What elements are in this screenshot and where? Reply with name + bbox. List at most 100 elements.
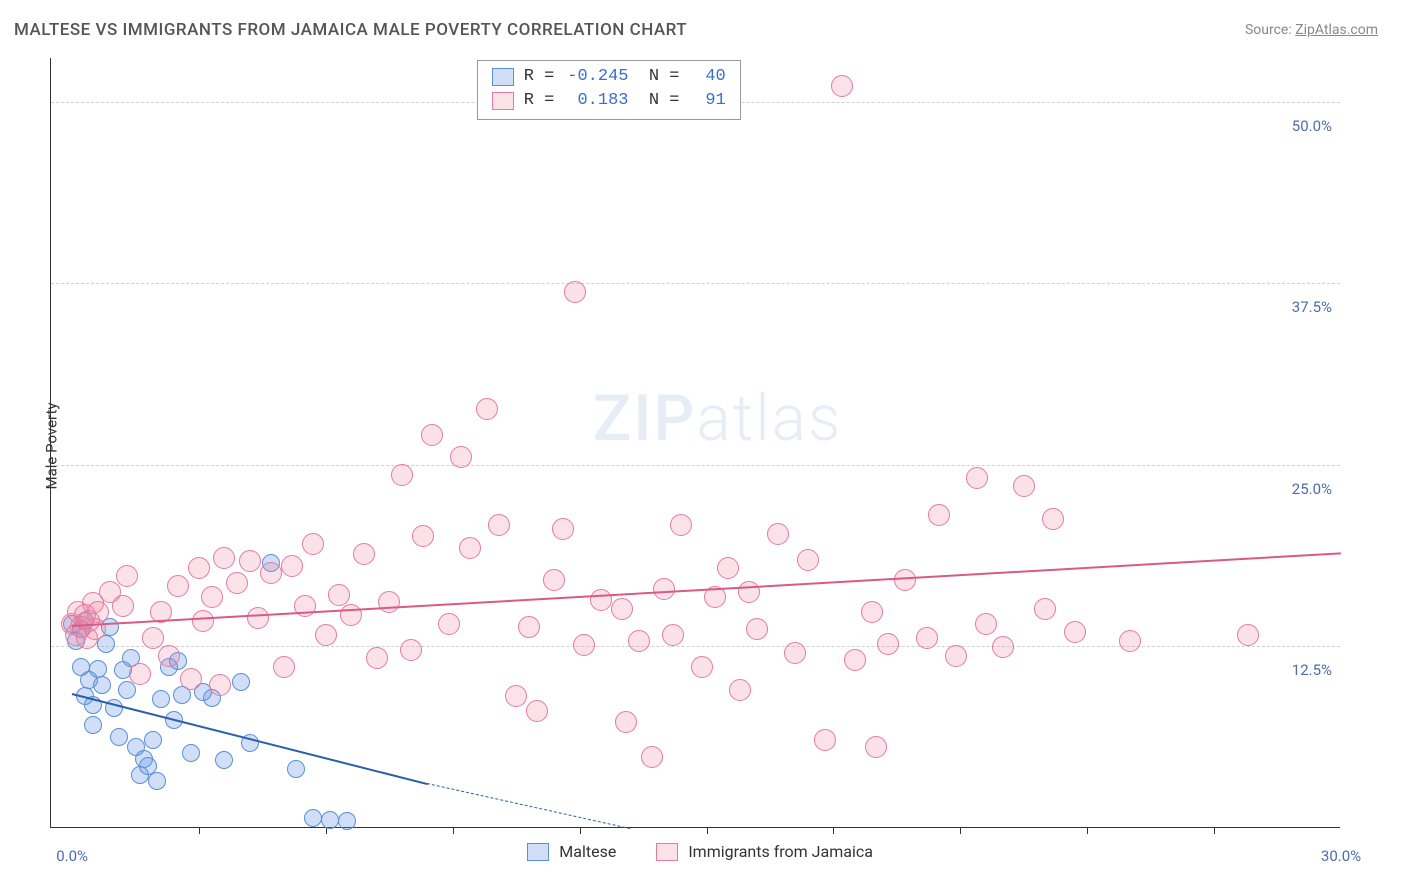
data-point [814, 729, 836, 751]
data-point [526, 700, 548, 722]
data-point [1237, 624, 1259, 646]
x-tick-label-min: 0.0% [56, 847, 88, 865]
x-tick [199, 827, 200, 834]
x-tick [1087, 827, 1088, 834]
data-point [1034, 598, 1056, 620]
data-point [112, 595, 134, 617]
data-point [615, 711, 637, 733]
data-point [84, 716, 102, 734]
legend-swatch [527, 843, 549, 861]
data-point [89, 660, 107, 678]
data-point [366, 647, 388, 669]
data-point [975, 613, 997, 635]
legend-item: Maltese [527, 842, 616, 861]
data-point [201, 586, 223, 608]
data-point [273, 656, 295, 678]
data-point [116, 565, 138, 587]
data-point [247, 607, 269, 629]
data-point [287, 760, 305, 778]
data-point [717, 557, 739, 579]
data-point [459, 537, 481, 559]
data-point [438, 613, 460, 635]
data-point [93, 676, 111, 694]
data-point [552, 518, 574, 540]
data-point [378, 591, 400, 613]
trend-line [427, 783, 630, 829]
data-point [338, 812, 356, 830]
data-point [321, 811, 339, 829]
data-point [1013, 475, 1035, 497]
data-point [167, 575, 189, 597]
data-point [400, 639, 422, 661]
data-point [928, 504, 950, 526]
data-point [945, 645, 967, 667]
data-point [239, 550, 261, 572]
chart-container: MALTESE VS IMMIGRANTS FROM JAMAICA MALE … [0, 0, 1406, 892]
data-point [738, 581, 760, 603]
legend-swatch [656, 843, 678, 861]
data-point [304, 809, 322, 827]
data-point [215, 751, 233, 769]
stats-box: R = -0.245 N = 40R = 0.183 N = 91 [477, 60, 741, 120]
data-point [152, 690, 170, 708]
data-point [110, 728, 128, 746]
data-point [118, 681, 136, 699]
data-point [831, 75, 853, 97]
data-point [564, 281, 586, 303]
data-point [148, 772, 166, 790]
x-tick [833, 827, 834, 834]
data-point [488, 514, 510, 536]
x-tick [453, 827, 454, 834]
data-point [844, 649, 866, 671]
data-point [894, 569, 916, 591]
data-point [865, 736, 887, 758]
data-point [653, 578, 675, 600]
data-point [226, 572, 248, 594]
legend-swatch [492, 92, 514, 110]
data-point [784, 642, 806, 664]
data-point [129, 663, 151, 685]
data-point [209, 674, 231, 696]
data-point [158, 645, 180, 667]
x-tick [960, 827, 961, 834]
data-point [628, 630, 650, 652]
data-point [144, 731, 162, 749]
data-point [142, 627, 164, 649]
data-point [260, 562, 282, 584]
data-point [87, 601, 109, 623]
data-point [315, 624, 337, 646]
data-point [182, 744, 200, 762]
stats-text: R = 0.183 N = 91 [524, 89, 726, 113]
data-point [505, 685, 527, 707]
data-point [188, 557, 210, 579]
data-point [281, 555, 303, 577]
data-point [590, 589, 612, 611]
data-point [421, 424, 443, 446]
y-tick-label: 37.5% [1292, 298, 1332, 316]
data-point [340, 604, 362, 626]
legend-label: Immigrants from Jamaica [688, 842, 873, 861]
data-point [877, 633, 899, 655]
source-link[interactable]: ZipAtlas.com [1295, 22, 1378, 38]
plot-area: ZIPatlas 12.5%25.0%37.5%50.0%0.0%30.0%R … [50, 58, 1340, 828]
data-point [450, 446, 472, 468]
data-point [797, 549, 819, 571]
data-point [232, 673, 250, 691]
data-point [992, 636, 1014, 658]
data-point [729, 679, 751, 701]
data-point [1042, 508, 1064, 530]
data-point [861, 601, 883, 623]
data-point [916, 627, 938, 649]
x-tick [580, 827, 581, 834]
data-point [353, 543, 375, 565]
y-tick-label: 12.5% [1292, 661, 1332, 679]
data-point [518, 616, 540, 638]
data-point [662, 624, 684, 646]
data-point [746, 618, 768, 640]
legend-label: Maltese [559, 842, 616, 861]
legend-item: Immigrants from Jamaica [656, 842, 873, 861]
data-point [302, 533, 324, 555]
data-point [1119, 630, 1141, 652]
source-attribution: Source: ZipAtlas.com [1245, 22, 1378, 38]
x-tick [707, 827, 708, 834]
